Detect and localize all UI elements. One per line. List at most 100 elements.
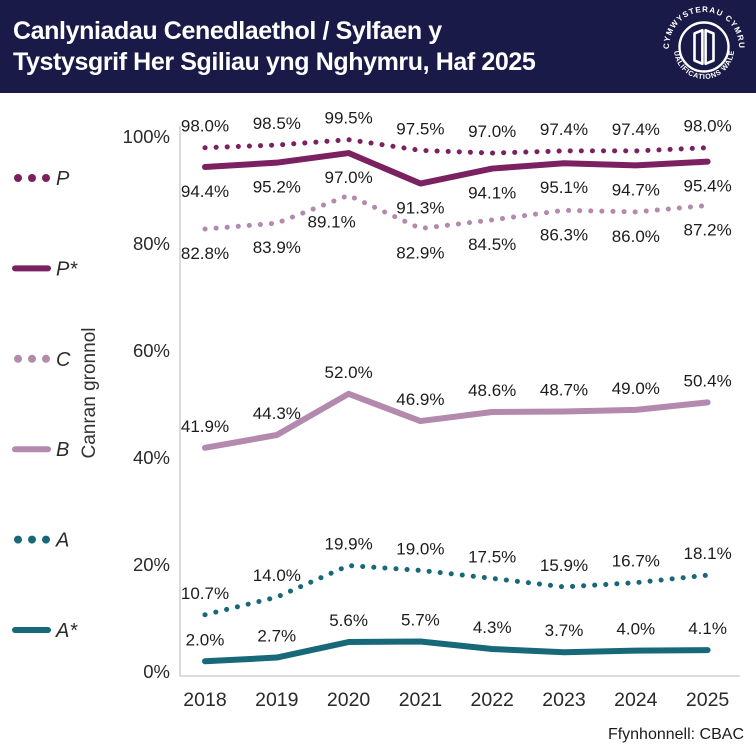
data-point-label: 52.0% [324,363,372,382]
data-point-label: 84.5% [468,235,516,254]
data-point-label: 2.7% [257,627,296,646]
data-point-label: 82.8% [181,244,229,263]
legend-item-a-star: A* [12,620,78,642]
data-point-label: 97.0% [324,168,372,187]
series-line-a [202,563,711,618]
data-point-label: 4.3% [473,618,512,637]
legend-marker-c [42,354,50,363]
data-point-label: 2.0% [186,630,225,649]
data-point-label: 3.7% [545,621,584,640]
legend-marker-p [14,174,22,182]
data-point-label: 95.1% [540,178,588,197]
data-point-label: 94.7% [612,180,660,199]
data-point-label: 98.0% [683,117,731,136]
data-point-label: 44.3% [253,404,301,423]
qualifications-wales-logo: CYMWYSTERAU CYMRU QUALIFICATIONS WALES [655,0,750,93]
legend-label-a: A [55,530,69,552]
series-line-p [202,137,711,156]
data-point-label: 97.5% [396,119,444,138]
header-banner: Canlyniadau Cenedlaethol / Sylfaen y Tys… [0,0,756,93]
series-line-c [202,192,711,232]
legend-item-b: B [12,439,69,461]
y-tick-label: 40% [133,447,170,468]
page-title: Canlyniadau Cenedlaethol / Sylfaen y Tys… [0,16,536,78]
x-axis-label: 2019 [255,689,298,711]
legend-label-a-star: A* [55,620,78,642]
source-note: Ffynhonnell: CBAC [607,726,744,743]
data-point-label: 5.7% [401,611,440,630]
data-point-label: 97.4% [540,120,588,139]
data-point-label: 46.9% [396,390,444,409]
data-point-label: 17.5% [468,547,516,566]
legend-marker-a [28,535,36,544]
data-point-label: 94.1% [468,184,516,203]
logo-inner-circle [678,20,730,73]
y-tick-label: 20% [133,554,170,575]
legend-marker-p [42,174,50,182]
data-point-label: 4.0% [616,620,655,639]
open-book-icon [693,28,715,65]
data-point-label: 82.9% [396,243,444,262]
data-point-label: 10.7% [181,584,229,603]
legend-marker-a-star [12,627,51,633]
data-point-label: 99.5% [324,109,372,128]
data-point-label: 19.9% [324,535,372,554]
x-axis-label: 2018 [183,689,226,711]
legend-marker-c [28,354,36,363]
svg-text:CYMWYSTERAU CYMRU: CYMWYSTERAU CYMRU [662,4,746,48]
data-point-label: 94.4% [181,182,229,201]
legend-marker-a [42,535,50,544]
data-point-label: 49.0% [612,379,660,398]
y-axis-title: Canran gronnol [79,328,100,459]
legend-marker-p-star [12,265,51,272]
y-tick-label: 60% [133,340,170,361]
data-point-label: 48.6% [468,381,516,400]
data-point-label: 18.1% [683,544,731,563]
data-point-label: 91.3% [396,199,444,218]
data-point-label: 48.7% [540,380,588,399]
axis-lines [179,126,740,677]
data-point-label: 87.2% [683,220,731,239]
data-point-label: 95.2% [253,178,301,197]
data-point-label: 5.6% [329,611,368,630]
legend-label-c: C [56,349,71,371]
data-point-label: 89.1% [307,212,355,231]
series-line-a-star [202,638,711,665]
series-line-b [202,390,711,451]
data-point-label: 15.9% [540,556,588,575]
page-title-line1: Canlyniadau Cenedlaethol / Sylfaen y [13,16,442,45]
x-axis-label: 2022 [471,689,514,711]
data-point-label: 14.0% [253,566,301,585]
legend-label-p-star: P* [56,258,78,280]
data-point-label: 50.4% [683,371,731,390]
y-tick-label: 0% [143,661,170,682]
data-point-label: 86.3% [540,225,588,244]
data-point-label: 16.7% [612,552,660,571]
legend-marker-a [14,535,22,544]
x-axis-label: 2021 [399,689,442,711]
data-point-label: 95.4% [683,177,731,196]
legend-marker-b [12,446,51,453]
data-point-label: 4.1% [688,619,727,638]
data-point-label: 97.0% [468,122,516,141]
series-line-p-star [202,150,711,187]
x-axis-label: 2025 [686,689,730,711]
data-point-label: 83.9% [253,238,301,257]
x-axis-label: 2024 [614,689,658,711]
legend-item-p: P [14,168,70,190]
legend-marker-p [28,174,36,182]
data-point-label: 98.5% [253,114,301,133]
legend-item-c: C [14,349,71,371]
legend-item-a: A [14,530,69,552]
x-axis-label: 2020 [327,689,371,711]
y-tick-label: 80% [133,233,170,254]
legend-item-p-star: P* [12,258,78,280]
data-point-label: 41.9% [181,417,229,436]
page-title-line2: Tystysgrif Her Sgiliau yng Nghymru, Haf … [13,47,536,76]
legend-label-b: B [56,439,69,461]
legend-label-p: P [56,168,70,190]
legend-marker-c [14,354,22,363]
data-point-label: 86.0% [612,227,660,246]
